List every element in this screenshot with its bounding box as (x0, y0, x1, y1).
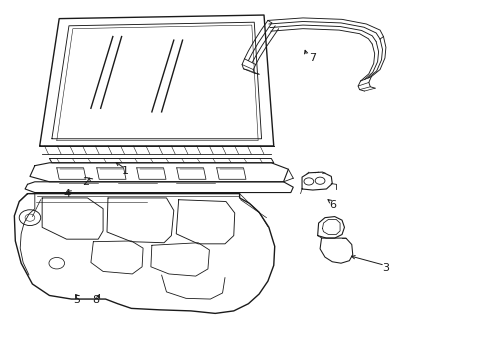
Text: 2: 2 (82, 177, 89, 187)
Text: 1: 1 (122, 166, 128, 176)
Text: 7: 7 (308, 53, 316, 63)
Text: 5: 5 (73, 295, 80, 305)
Text: 6: 6 (328, 200, 335, 210)
Text: 4: 4 (63, 189, 70, 199)
Text: 3: 3 (382, 263, 388, 273)
Text: 8: 8 (92, 295, 99, 305)
